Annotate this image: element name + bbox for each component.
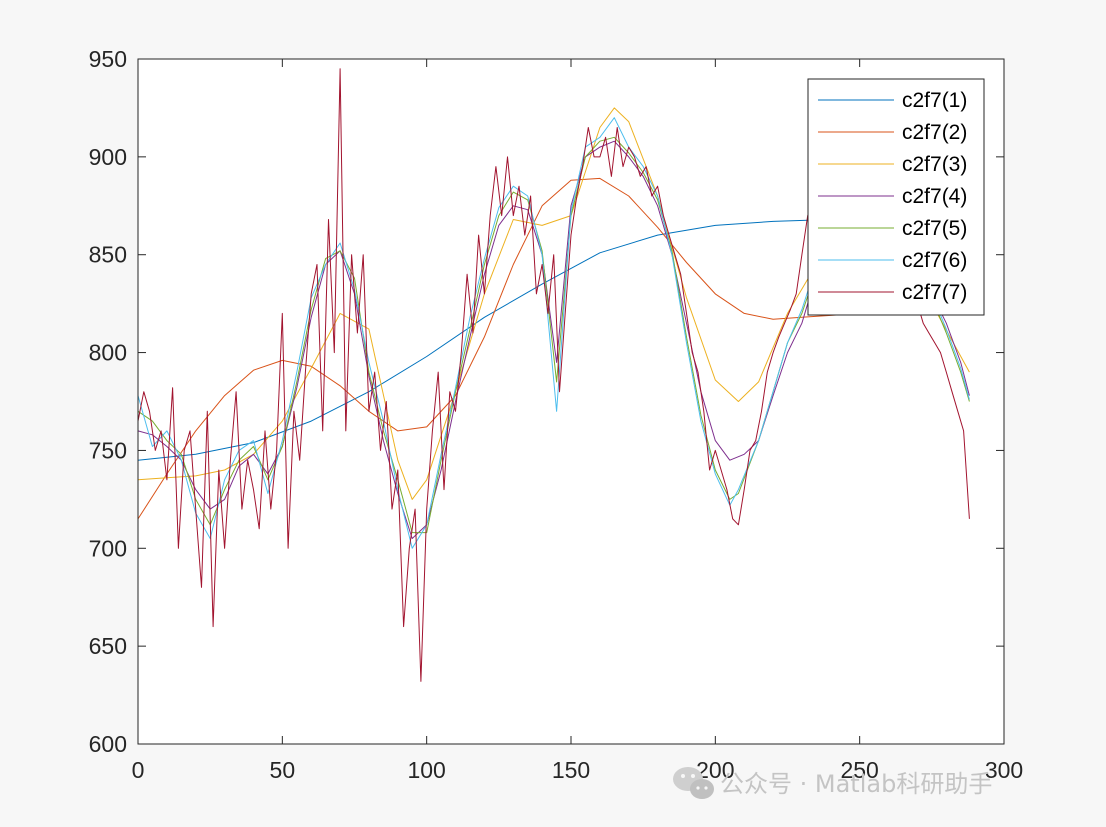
ticks-layer: 0 50 100 150 200 250 3006006507007508008509009… [89, 46, 1024, 783]
y-tick-label: 900 [89, 144, 127, 170]
y-tick-label: 600 [89, 731, 127, 757]
legend-label-6: c2f7(6) [902, 249, 967, 272]
wechat-icon [673, 767, 714, 799]
y-tick-label: 800 [89, 340, 127, 366]
watermark-text: 公众号 · Matlab科研助手 [720, 770, 992, 798]
x-tick-label: 150 [552, 757, 590, 783]
y-tick-label: 700 [89, 535, 127, 561]
x-tick-label: 100 [407, 757, 445, 783]
legend-box [807, 78, 985, 316]
legend-label-4: c2f7(4) [902, 185, 967, 208]
y-tick-label: 650 [89, 633, 127, 659]
watermark: 公众号 · Matlab科研助手 [673, 767, 992, 799]
legend-label-1: c2f7(1) [902, 89, 967, 112]
y-tick-label: 750 [89, 437, 127, 463]
x-tick-label: 0 [132, 757, 145, 783]
y-tick-label: 850 [89, 242, 127, 268]
legend: c2f7(1) c2f7(2) c2f7(3) c2f7(4) c2f7(5) c2f7(… [807, 78, 985, 316]
legend-label-2: c2f7(2) [902, 121, 967, 144]
x-tick-label: 250 [840, 757, 878, 783]
legend-label-7: c2f7(7) [902, 281, 967, 304]
y-tick-label: 950 [89, 46, 127, 72]
legend-label-3: c2f7(3) [902, 153, 967, 176]
legend-label-5: c2f7(5) [902, 217, 967, 240]
x-tick-label: 50 [270, 757, 296, 783]
x-tick-label: 300 [985, 757, 1023, 783]
